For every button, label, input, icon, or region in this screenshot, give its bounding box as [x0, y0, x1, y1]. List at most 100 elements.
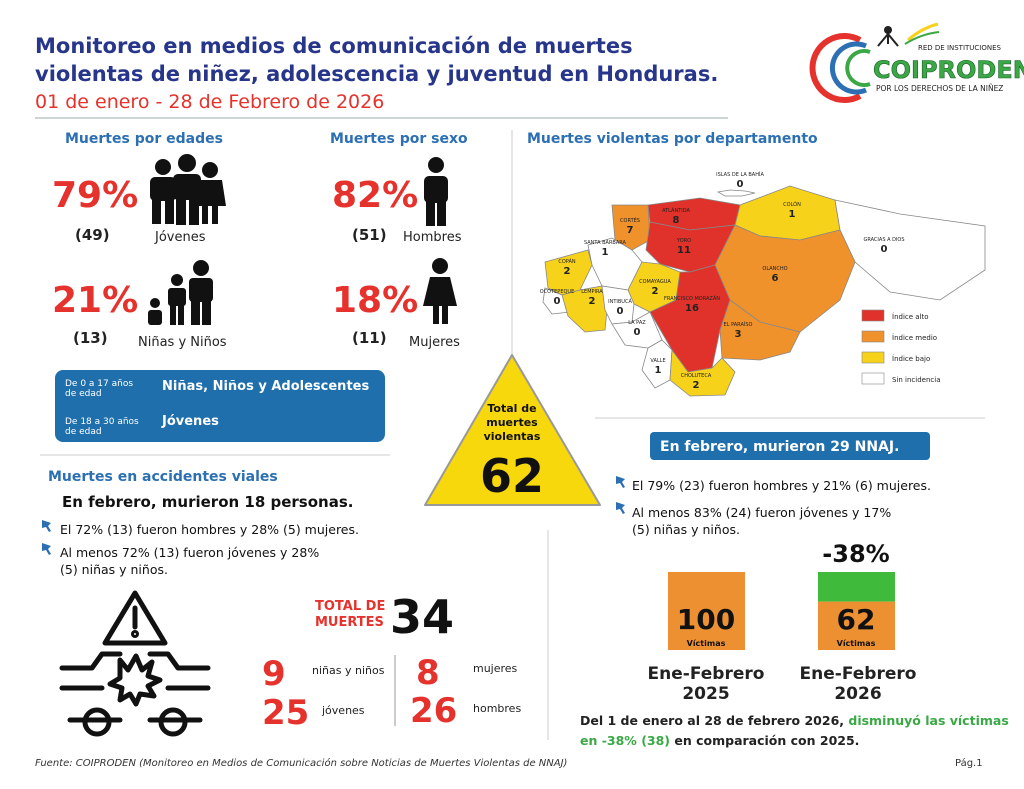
group-label: Mujeres [409, 335, 460, 350]
bullet-icon [42, 520, 51, 532]
department-name: CORTÉS [620, 216, 640, 224]
breakdown-value: 25 [262, 693, 309, 733]
note: Del 1 de enero al 28 de febrero 2026, di… [580, 713, 1009, 728]
road-total-value: 34 [390, 590, 454, 644]
bullet-text: Al menos 72% (13) fueron jóvenes y 28% [60, 545, 319, 560]
road-total-label: TOTAL DE [315, 599, 385, 614]
department-area [719, 299, 801, 361]
legend-swatch [861, 351, 885, 364]
legend-swatch [861, 372, 885, 385]
department-count: 2 [589, 296, 596, 307]
banner-text: En febrero, murieron 29 NNAJ. [660, 439, 899, 455]
bar-value: 62 [837, 603, 876, 636]
department-area [669, 348, 736, 397]
age-range: De 18 a 30 años [65, 417, 139, 427]
group-label: Hombres [403, 230, 462, 245]
department-count: 7 [627, 225, 634, 236]
department-count: 1 [655, 365, 662, 376]
summary: En febrero, murieron 18 personas. [62, 493, 353, 511]
bullet-icon [42, 543, 51, 555]
legend-swatch [861, 309, 885, 322]
department-name: VALLE [650, 358, 665, 364]
department-name: ATLÁNTIDA [662, 207, 690, 214]
note-part: en -38% (38) [580, 733, 670, 748]
logo: RED DE INSTITUCIONES COIPRODEN POR LOS D… [809, 22, 1024, 103]
department-count: 16 [685, 303, 699, 314]
department-count: 3 [735, 329, 742, 340]
logo-name: COIPRODEN [873, 56, 1024, 84]
percent: 21% [52, 280, 138, 321]
bullet-text: Al menos 83% (24) fueron jóvenes y 17% [632, 505, 891, 520]
department-name: COPÁN [558, 258, 576, 265]
department-count: 1 [602, 247, 609, 258]
department-name: EL PARAÍSO [724, 321, 753, 328]
percent: 82% [332, 175, 418, 216]
breakdown-value: 8 [416, 653, 440, 693]
section-title: Muertes violentas por departamento [527, 131, 818, 147]
note-part: Del 1 de enero al 28 de febrero 2026, [580, 713, 848, 728]
section-title: Muertes por edades [65, 131, 223, 147]
department-count: 0 [737, 179, 744, 190]
logo-bottom: POR LOS DERECHOS DE LA NIÑEZ [876, 84, 1003, 93]
age-term: Jóvenes [161, 414, 219, 429]
department-count: 0 [554, 296, 561, 307]
source: Fuente: COIPRODEN (Monitoreo en Medios d… [35, 757, 567, 769]
bullet-text: El 72% (13) fueron hombres y 28% (5) muj… [60, 522, 359, 537]
department-name: ISLAS DE LA BAHÍA [716, 171, 764, 178]
department-area [834, 199, 986, 301]
legend-label: Índice medio [892, 333, 937, 342]
percent: 18% [332, 280, 418, 321]
department-count: 0 [634, 327, 641, 338]
department-name: OLANCHO [762, 266, 787, 272]
bullet-text: (5) niñas y niños. [60, 562, 168, 577]
change: -38% [822, 540, 889, 568]
section-title: Muertes por sexo [330, 131, 468, 147]
children-icon [148, 260, 213, 325]
breakdown-value: 26 [410, 691, 457, 731]
department-count: 8 [673, 215, 680, 226]
count: (11) [352, 329, 387, 347]
department-name: OCOTEPEQUE [540, 289, 575, 295]
department-name: LEMPIRA [581, 289, 603, 295]
department-count: 1 [789, 209, 796, 220]
bar-unit: Víctimas [687, 639, 726, 648]
bar-label: 2026 [834, 684, 881, 704]
total-label: Total de [487, 402, 536, 415]
total-triangle [424, 354, 601, 506]
breakdown-value: 9 [262, 654, 286, 694]
note: en -38% (38) en comparación con 2025. [580, 733, 859, 748]
department-count: 2 [564, 266, 571, 277]
breakdown-label: mujeres [473, 662, 518, 675]
banner [650, 432, 930, 460]
breakdown-label: jóvenes [321, 704, 365, 717]
woman-icon [423, 258, 457, 324]
youth-icon [150, 154, 226, 225]
title-line: violentas de niñez, adolescencia y juven… [35, 62, 718, 86]
total-value: 62 [480, 449, 544, 503]
age-range: de edad [65, 389, 102, 399]
department-count: 2 [693, 380, 700, 391]
breakdown-label: hombres [473, 702, 521, 715]
note-part: en comparación con 2025. [670, 733, 859, 748]
logo-top: RED DE INSTITUCIONES [918, 44, 1002, 52]
department-count: 2 [652, 286, 659, 297]
age-term: Niñas, Niños y Adolescentes [162, 379, 369, 394]
department-name: COLÓN [783, 201, 801, 208]
bar-unit: Víctimas [837, 639, 876, 648]
bar-value: 100 [677, 603, 735, 636]
department-name: FRANCISCO MORAZÁN [664, 295, 720, 302]
bar [818, 601, 895, 650]
department-name: CHOLUTECA [681, 373, 712, 379]
section-title: Muertes en accidentes viales [48, 469, 278, 485]
road-total-label: MUERTES [315, 615, 384, 630]
comparison-bars [668, 572, 895, 650]
group-label: Niñas y Niños [138, 335, 227, 350]
department-count: 11 [677, 245, 691, 256]
bar-label: Ene-Febrero [800, 664, 917, 684]
legend-swatch [861, 330, 885, 343]
age-range: de edad [65, 427, 102, 437]
legend-label: Índice alto [892, 312, 929, 321]
department-name: COMAYAGUA [639, 279, 671, 285]
title-line: Monitoreo en medios de comunicación de m… [35, 34, 633, 58]
